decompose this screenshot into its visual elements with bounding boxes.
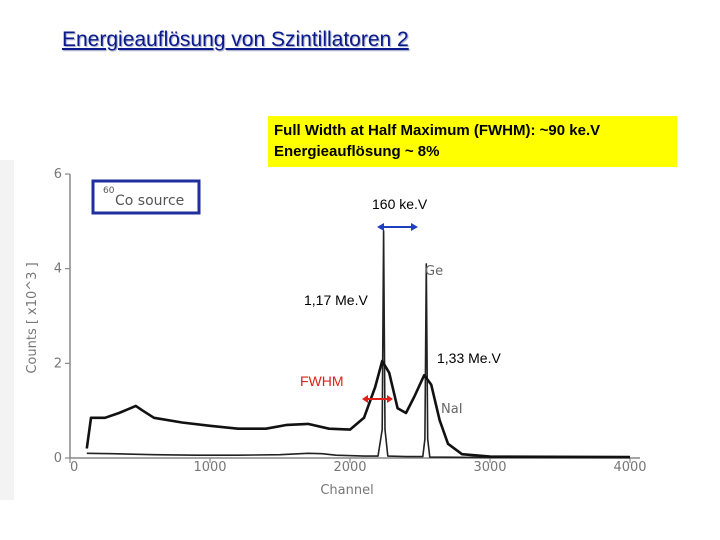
scan-edge bbox=[0, 160, 14, 500]
width-arrow-right-head bbox=[411, 223, 418, 231]
y-tick-label: 6 bbox=[54, 167, 62, 182]
x-tick-label: 3000 bbox=[473, 460, 506, 475]
ge-series-label: Ge bbox=[425, 264, 443, 279]
y-axis-label: Counts [ x10^3 ] bbox=[25, 262, 40, 373]
y-tick-label: 2 bbox=[54, 356, 62, 371]
fwhm-label: FWHM bbox=[300, 373, 344, 389]
fwhm-info-box: Full Width at Half Maximum (FWHM): ~90 k… bbox=[268, 116, 677, 167]
x-tick-label: 2000 bbox=[333, 460, 366, 475]
nai-spectrum-line bbox=[85, 359, 631, 459]
x-tick-label: 4000 bbox=[613, 460, 646, 475]
info-line-resolution: Energieauflösung ~ 8% bbox=[274, 143, 440, 160]
x-tick-label: 0 bbox=[70, 460, 78, 475]
fwhm-arrow-left-head bbox=[362, 395, 368, 403]
x-axis-label: Channel bbox=[320, 483, 373, 498]
source-label: Co source bbox=[115, 193, 184, 209]
y-tick-label: 0 bbox=[54, 451, 62, 466]
y-tick-label: 4 bbox=[54, 262, 62, 277]
peak-width-label: 160 ke.V bbox=[372, 196, 428, 212]
ge-spectrum-line bbox=[86, 230, 630, 459]
peak2-energy-label: 1,33 Me.V bbox=[437, 350, 501, 366]
width-arrow-left-head bbox=[377, 223, 384, 231]
peak1-energy-label: 1,17 Me.V bbox=[304, 292, 368, 308]
fwhm-arrow-right-head bbox=[387, 395, 393, 403]
info-line-fwhm: Full Width at Half Maximum (FWHM): ~90 k… bbox=[274, 122, 601, 139]
slide-title: Energieauflösung von Szintillatoren 2 bbox=[62, 28, 409, 51]
source-box bbox=[91, 179, 201, 215]
nai-series-label: NaI bbox=[441, 402, 463, 417]
chart-axes bbox=[69, 174, 640, 459]
source-mass-number: 60 bbox=[103, 186, 115, 196]
x-tick-label: 1000 bbox=[193, 460, 226, 475]
